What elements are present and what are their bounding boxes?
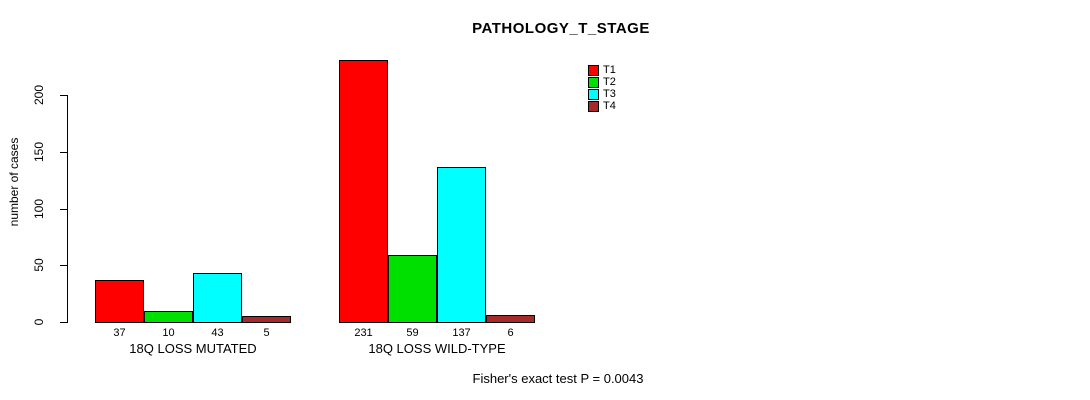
y-axis-tick [60,95,67,96]
y-axis-line [67,95,68,323]
group-label: 18Q LOSS MUTATED [129,341,257,356]
y-axis-tick [60,209,67,210]
bar-value-label: 43 [211,327,224,339]
y-axis-label: number of cases [7,137,21,227]
legend-swatch-icon [588,100,599,112]
legend-label: T1 [603,64,616,76]
bar-t2 [144,311,193,323]
chart-title: PATHOLOGY_T_STAGE [472,20,650,37]
y-axis-tick [60,322,67,323]
legend-item-t2: T2 [588,76,616,88]
legend-swatch-icon [588,64,599,76]
legend: T1 T2 T3 T4 [588,64,616,112]
bar-value-label: 59 [406,327,419,339]
y-axis-tick-label: 150 [32,141,46,163]
bar-value-label: 5 [263,327,270,339]
bar-t3 [193,273,242,323]
bar-value-label: 6 [507,327,514,339]
bar-t2 [388,255,437,323]
bar-t3 [437,167,486,323]
y-axis-tick [60,265,67,266]
bar-value-label: 231 [354,327,373,339]
y-axis-tick-label: 50 [32,258,46,272]
legend-label: T2 [603,76,616,88]
bar-t1 [339,60,388,323]
legend-item-t1: T1 [588,64,616,76]
y-axis-tick-label: 0 [32,318,46,326]
y-axis-tick-label: 100 [32,198,46,220]
y-axis-tick [60,152,67,153]
legend-label: T4 [603,100,616,112]
bar-t4 [242,316,291,323]
bar-value-label: 137 [452,327,471,339]
bar-value-label: 37 [113,327,126,339]
y-axis-tick-label: 200 [32,84,46,106]
legend-item-t3: T3 [588,88,616,100]
legend-swatch-icon [588,88,599,100]
fisher-test-annotation: Fisher's exact test P = 0.0043 [472,371,644,386]
group-label: 18Q LOSS WILD-TYPE [368,341,506,356]
bar-value-label: 10 [162,327,175,339]
legend-item-t4: T4 [588,100,616,112]
legend-label: T3 [603,88,616,100]
bar-t4 [486,315,535,323]
legend-swatch-icon [588,76,599,88]
bar-t1 [95,280,144,323]
